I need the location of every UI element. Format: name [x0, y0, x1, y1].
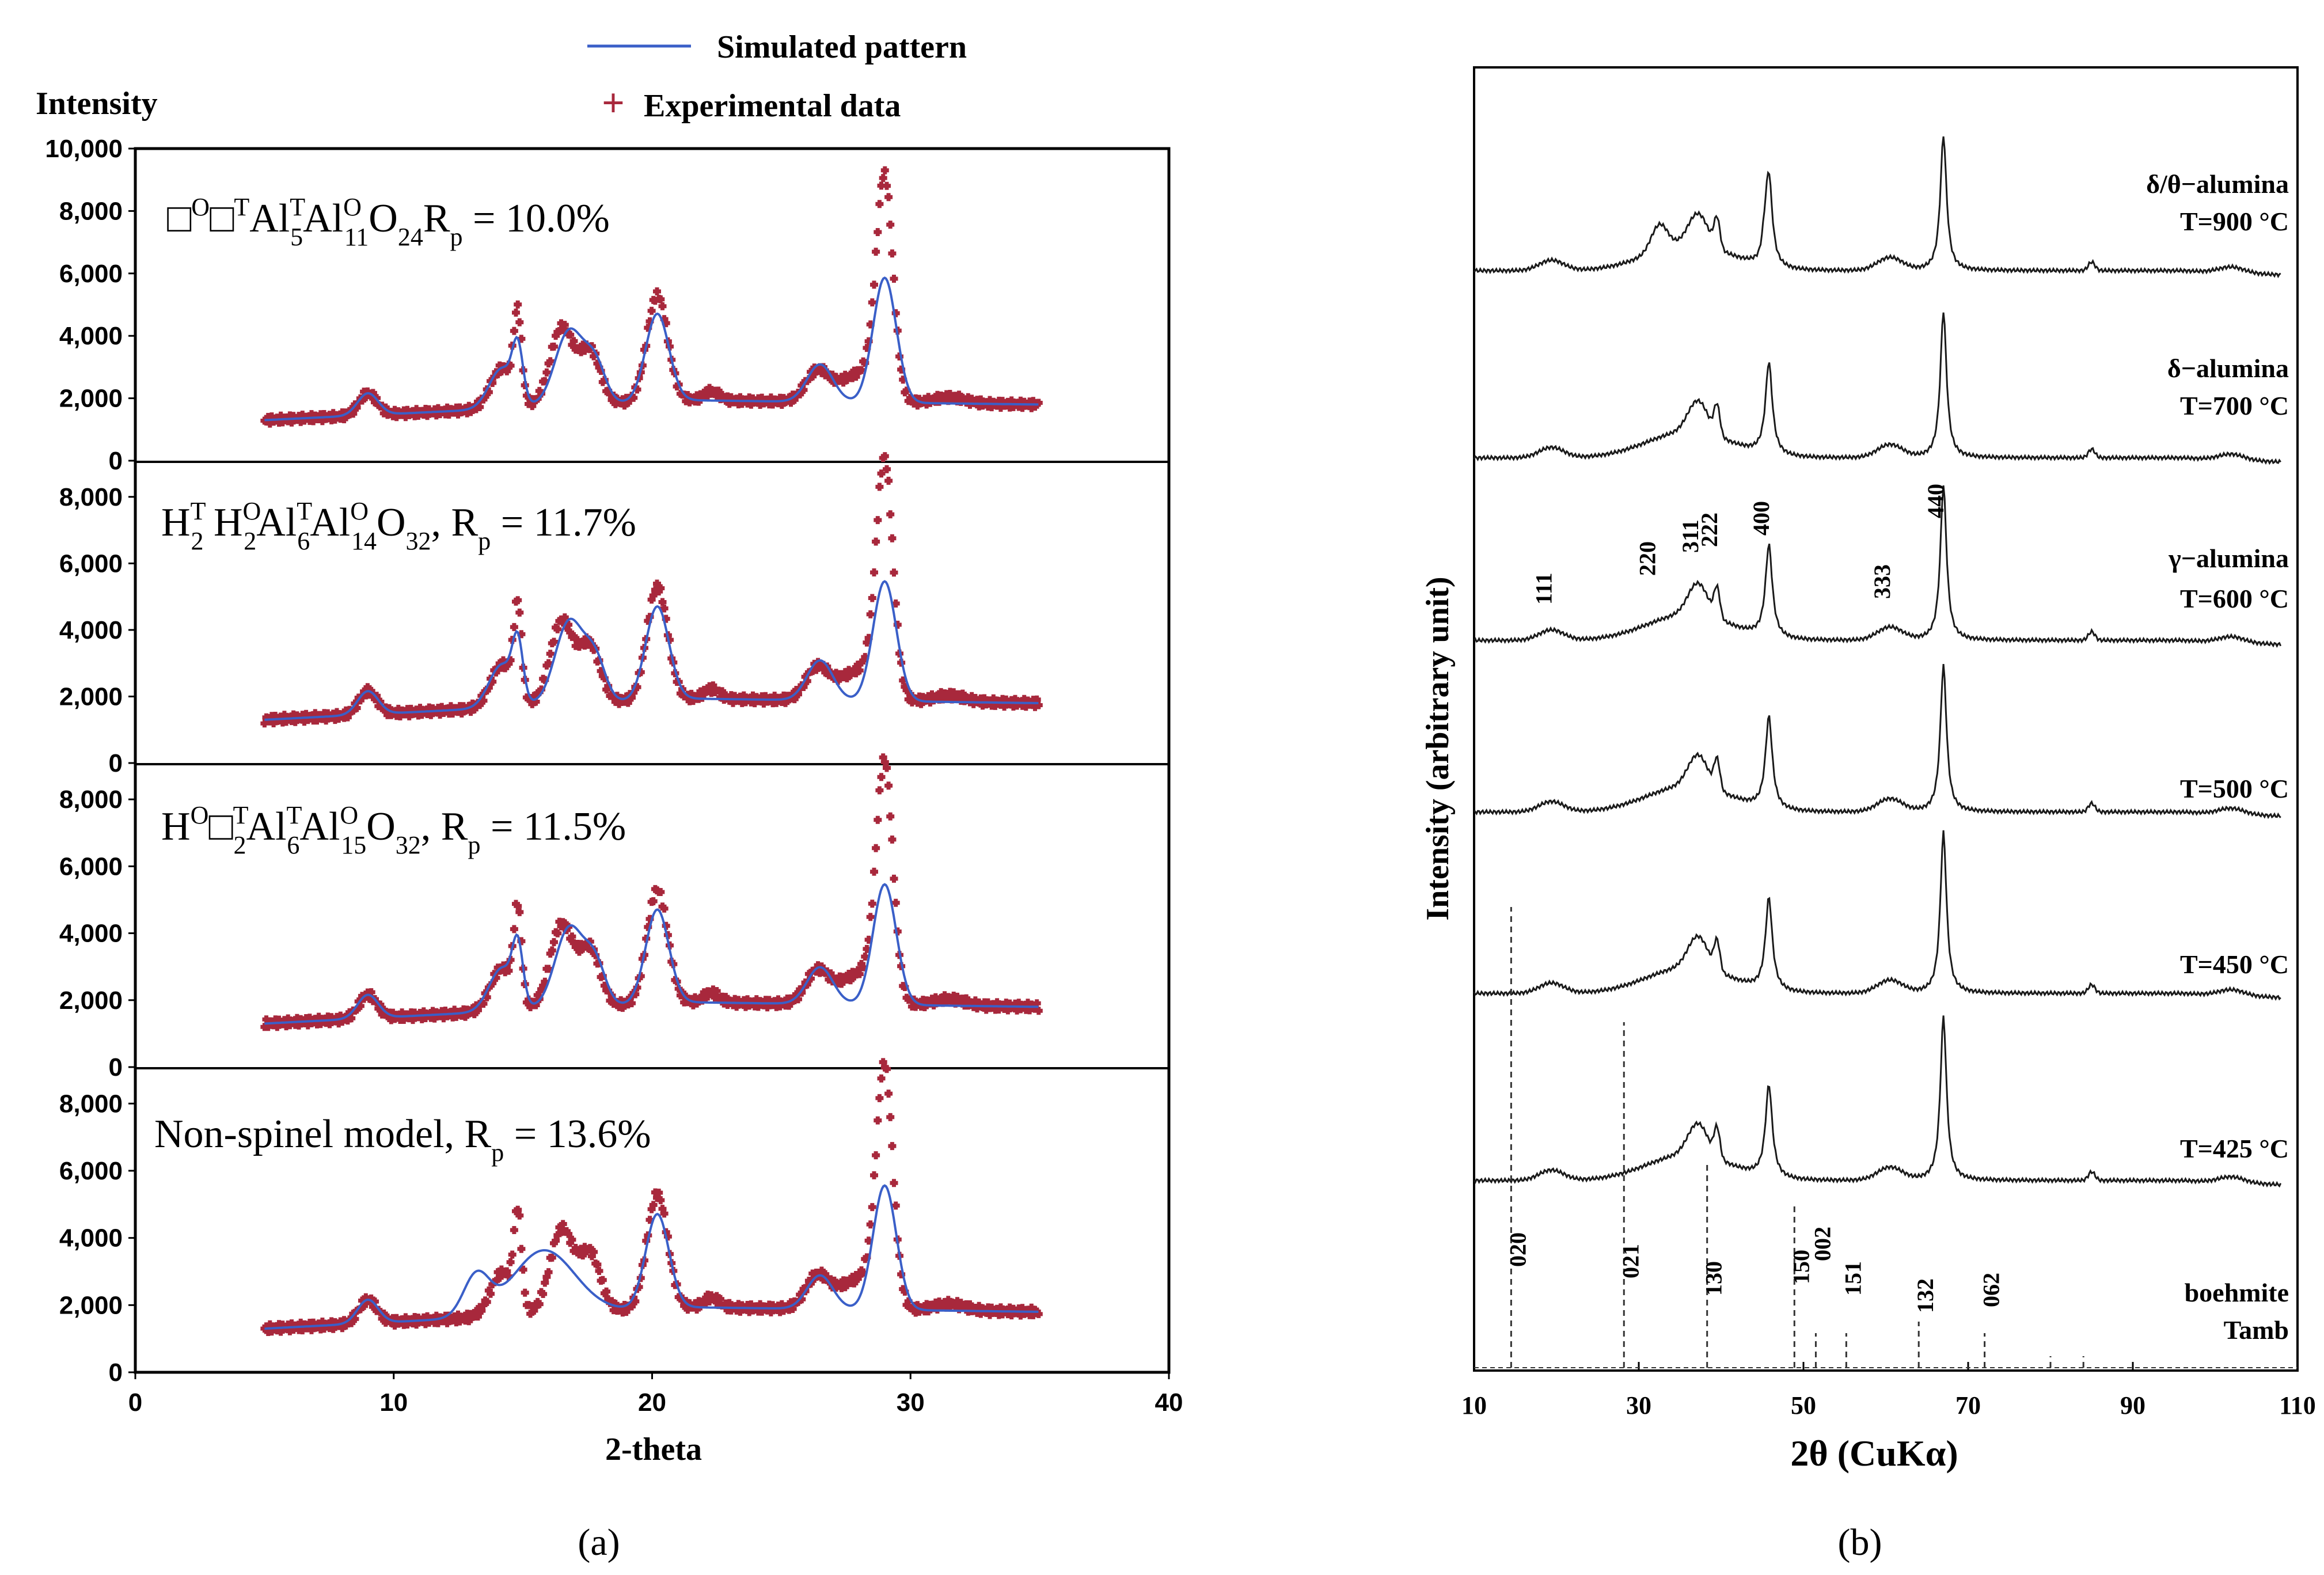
curve-label-name: γ−alumina	[2168, 544, 2289, 573]
x-tick-label: 20	[638, 1388, 666, 1417]
boehmite-hkl-label: 062	[1979, 1273, 2004, 1307]
xrd-curve-6	[1473, 1015, 2282, 1188]
gamma-hkl-label: 400	[1748, 501, 1774, 536]
y-tick-label: 2,000	[59, 986, 123, 1015]
curve-label-temp: Tamb	[2224, 1315, 2289, 1345]
legend-marker-experimental: +	[602, 81, 625, 126]
x-tick-label: 40	[1155, 1388, 1183, 1417]
xrd-curve-4	[1473, 663, 2281, 819]
curve-label-name: boehmite	[2185, 1278, 2289, 1307]
y-tick-label: 0	[109, 1053, 123, 1081]
x-tick-label: 0	[128, 1388, 142, 1417]
y-axis-title: Intensity	[36, 86, 158, 122]
x-tick-label-b: 10	[1461, 1391, 1487, 1420]
legend-label-experimental: Experimental data	[644, 88, 901, 124]
curve-label-name: δ−alumina	[2167, 354, 2289, 383]
x-tick-label-b: 30	[1626, 1391, 1651, 1420]
xrd-curve-2	[1473, 312, 2281, 465]
x-tick-label: 30	[897, 1388, 925, 1417]
y-tick-label: 0	[109, 1358, 123, 1387]
xrd-curve-5	[1473, 830, 2281, 1001]
y-tick-label: 6,000	[59, 260, 123, 288]
x-tick-label-b: 50	[1791, 1391, 1816, 1420]
y-tick-label: 6,000	[59, 549, 123, 578]
model-label-3: HO□T 2AlT 6AlO 15O32, Rp = 11.5%	[161, 801, 626, 859]
gamma-hkl-label: 333	[1869, 564, 1895, 599]
y-tick-label: 0	[109, 749, 123, 777]
boehmite-hkl-label: 130	[1701, 1261, 1727, 1296]
y-tick-label: 8,000	[59, 197, 123, 225]
simulated-series-2	[264, 580, 1039, 721]
x-tick-label: 10	[379, 1388, 408, 1417]
gamma-hkl-label: 311	[1677, 519, 1703, 553]
gamma-hkl-label: 222	[1696, 513, 1722, 547]
curve-label-temp: T=900 °C	[2180, 207, 2289, 236]
panel-a-chart: Simulated pattern + Experimental data In…	[36, 29, 1183, 1563]
plot-frame	[134, 147, 1171, 1374]
gamma-hkl-label: 440	[1923, 484, 1949, 518]
legend: Simulated pattern + Experimental data	[587, 29, 967, 126]
curve-label-temp: T=450 °C	[2180, 950, 2289, 979]
experimental-series-2	[260, 452, 1043, 728]
model-label-1: □O□TAlT 5AlO 11O24Rp = 10.0%	[167, 193, 610, 251]
y-tick-label: 0	[109, 447, 123, 475]
y-tick-label: 4,000	[59, 1224, 123, 1253]
y-tick-label: 4,000	[59, 322, 123, 350]
y-tick-label: 6,000	[59, 1157, 123, 1185]
plot-frame-b	[1473, 66, 2299, 1372]
panel-a-label: (a)	[578, 1521, 620, 1563]
curve-label-temp: T=425 °C	[2180, 1134, 2289, 1163]
boehmite-hkl-label: 132	[1912, 1278, 1938, 1313]
panel-b-label: (b)	[1838, 1521, 1882, 1563]
y-tick-label: 8,000	[59, 1090, 123, 1118]
simulated-series-4	[264, 1184, 1039, 1330]
x-tick-label-b: 110	[2279, 1391, 2316, 1420]
experimental-series-3	[260, 753, 1043, 1031]
model-label-4: Non-spinel model, Rp = 13.6%	[154, 1112, 651, 1167]
boehmite-hkl-label: 020	[1505, 1232, 1531, 1267]
boehmite-hkl-label: 151	[1840, 1261, 1866, 1296]
x-tick-label-b: 70	[1955, 1391, 1981, 1420]
y-tick-label: 10,000	[45, 135, 123, 163]
gamma-hkl-label: 220	[1635, 541, 1661, 576]
experimental-series-4	[260, 1058, 1043, 1336]
x-tick-label-b: 90	[2120, 1391, 2145, 1420]
y-tick-label: 2,000	[59, 682, 123, 711]
legend-label-simulated: Simulated pattern	[717, 29, 967, 65]
xrd-curve-3	[1473, 485, 2282, 648]
y-tick-label: 2,000	[59, 385, 123, 413]
panel-b-chart: 10 30 50 70 90 110 δ/θ−alumina T=900 °C δ−alumi…	[1420, 66, 2316, 1563]
y-axis-title-b: Intensity (arbitrary unit)	[1420, 576, 1456, 920]
simulated-series-1	[264, 276, 1039, 422]
y-tick-label: 2,000	[59, 1291, 123, 1319]
y-tick-label: 6,000	[59, 852, 123, 881]
y-tick-label: 4,000	[59, 616, 123, 644]
curve-label-temp: T=500 °C	[2180, 774, 2289, 803]
model-label-2: HT 2 HO 2AlT 6AlO 14O32, Rp = 11.7%	[161, 497, 636, 555]
y-tick-label: 8,000	[59, 483, 123, 511]
xrd-curve-1	[1473, 136, 2281, 279]
boehmite-hkl-label: 150	[1788, 1250, 1814, 1284]
curve-label-temp: T=600 °C	[2180, 584, 2289, 613]
boehmite-hkl-label: 021	[1617, 1244, 1643, 1278]
gamma-hkl-label: 111	[1531, 572, 1556, 605]
simulated-series-3	[264, 883, 1039, 1025]
x-axis-title: 2-theta	[605, 1432, 702, 1467]
x-axis-title-b: 2θ (CuKα)	[1790, 1433, 1958, 1474]
y-tick-label: 8,000	[59, 785, 123, 814]
y-tick-label: 4,000	[59, 920, 123, 948]
curve-label-name: δ/θ−alumina	[2146, 169, 2289, 199]
curve-label-temp: T=700 °C	[2180, 391, 2289, 420]
boehmite-hkl-label: 002	[1809, 1227, 1835, 1261]
